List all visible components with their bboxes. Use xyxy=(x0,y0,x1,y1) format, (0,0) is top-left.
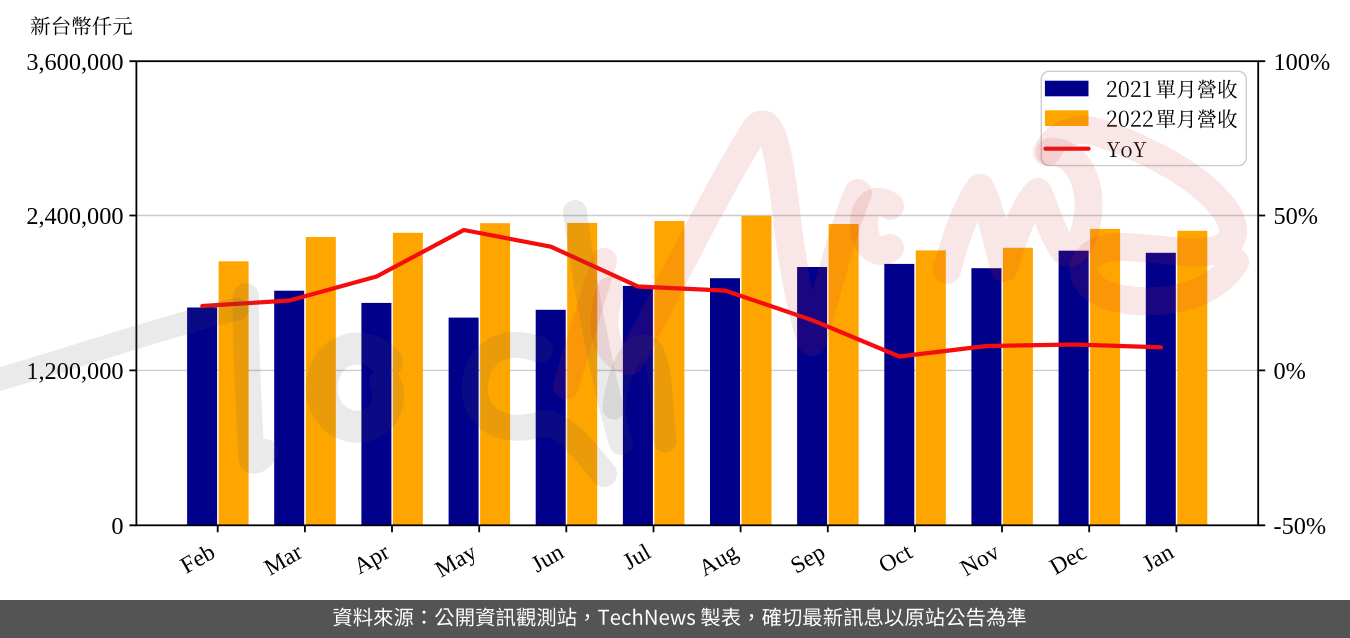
svg-text:50%: 50% xyxy=(1274,203,1319,230)
svg-text:2,400,000: 2,400,000 xyxy=(26,203,123,230)
svg-text:-50%: -50% xyxy=(1274,513,1327,540)
svg-text:3,600,000: 3,600,000 xyxy=(26,49,123,76)
svg-text:1,200,000: 1,200,000 xyxy=(26,358,123,385)
svg-text:0%: 0% xyxy=(1274,358,1306,385)
svg-text:0: 0 xyxy=(111,513,123,540)
svg-text:100%: 100% xyxy=(1274,49,1331,76)
